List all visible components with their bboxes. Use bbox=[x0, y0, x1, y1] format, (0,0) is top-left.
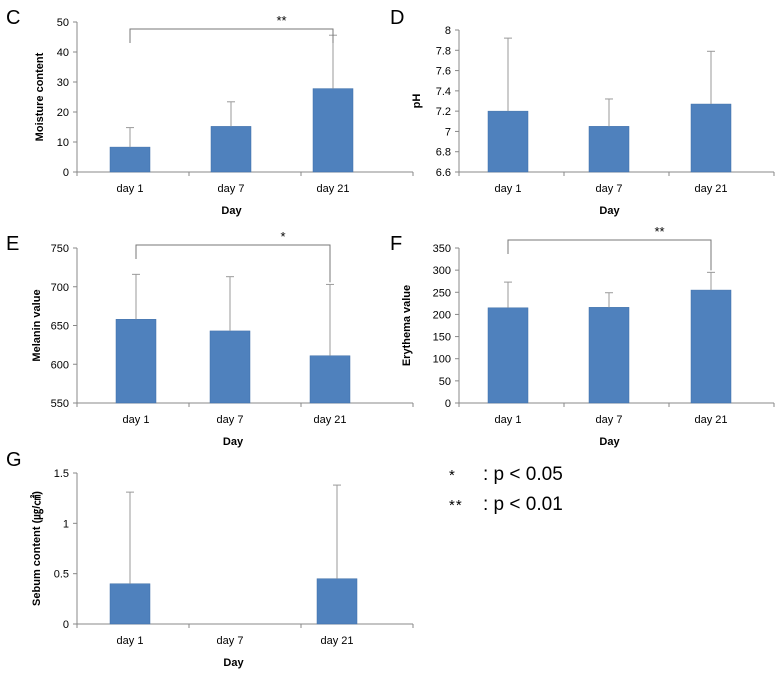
panel-f: F 0 50 100 150 200 250 300 350 day 1 day 7 day 21 Da… bbox=[390, 224, 775, 448]
bar bbox=[109, 146, 151, 173]
y-tick-label: 650 bbox=[51, 321, 69, 333]
y-tick-label: 600 bbox=[51, 359, 69, 371]
y-tick-label: 300 bbox=[433, 265, 451, 277]
panel-letter: E bbox=[6, 233, 19, 255]
x-tick-label: day 1 bbox=[495, 183, 522, 195]
x-axis-title: Day bbox=[223, 657, 244, 669]
significance-legend: * : p < 0.05 ** : p < 0.01 bbox=[449, 460, 563, 520]
legend-text: : p < 0.01 bbox=[483, 494, 563, 515]
legend-row-p001: ** : p < 0.01 bbox=[449, 490, 563, 520]
x-tick-label: day 1 bbox=[117, 635, 144, 647]
x-tick-label: day 7 bbox=[217, 635, 244, 647]
bar bbox=[316, 578, 358, 625]
panel-e: E 550 600 650 700 750 day 1 day 7 day 21 Day Melan… bbox=[6, 229, 414, 448]
y-tick-label: 7.4 bbox=[436, 86, 451, 98]
panel-d: D 6.6 6.8 7 7.2 7.4 7.6 7.8 8 day 1 day 7 day 21 Day… bbox=[390, 7, 775, 217]
panel-letter: F bbox=[390, 233, 402, 255]
significance-label: ** bbox=[276, 13, 286, 28]
y-tick-label: 150 bbox=[433, 332, 451, 344]
y-tick-label: 8 bbox=[445, 25, 451, 37]
y-tick-label: 40 bbox=[57, 47, 69, 59]
bar bbox=[309, 355, 351, 404]
x-tick-label: day 21 bbox=[694, 414, 727, 426]
x-axis-title: Day bbox=[599, 436, 620, 448]
bar bbox=[115, 319, 157, 404]
panel-g: G 0 0.5 1 1.5 day 1 day 7 day 21 Day Sebum conten… bbox=[6, 449, 414, 669]
y-tick-label: 7.6 bbox=[436, 66, 451, 78]
x-axis-title: Day bbox=[221, 205, 242, 217]
y-tick-label: 1.5 bbox=[54, 468, 69, 480]
legend-symbol: * bbox=[449, 466, 456, 484]
y-axis-title: Melanin value bbox=[31, 289, 43, 361]
y-tick-label: 7.2 bbox=[436, 106, 451, 118]
significance-label: ** bbox=[654, 224, 664, 239]
y-axis-title: Sebum content (㎍/㎠) bbox=[29, 491, 44, 606]
legend-row-p005: * : p < 0.05 bbox=[449, 460, 563, 490]
panel-letter: C bbox=[6, 7, 20, 29]
y-tick-label: 6.6 bbox=[436, 167, 451, 179]
x-tick-label: day 21 bbox=[320, 635, 353, 647]
y-tick-label: 0 bbox=[63, 619, 69, 631]
bar bbox=[109, 583, 151, 625]
bar bbox=[312, 88, 354, 173]
significance-bracket bbox=[135, 244, 331, 283]
y-axis-title: Moisture content bbox=[34, 52, 46, 141]
y-tick-label: 6.8 bbox=[436, 147, 451, 159]
y-tick-label: 7.8 bbox=[436, 45, 451, 57]
bar bbox=[209, 330, 251, 404]
y-tick-label: 0 bbox=[63, 167, 69, 179]
y-tick-label: 1 bbox=[63, 518, 69, 530]
y-tick-label: 0.5 bbox=[54, 569, 69, 581]
y-tick-label: 10 bbox=[57, 137, 69, 149]
panel-c: C 0 10 20 30 40 50 day 1 day 7 day 21 Day Moisture … bbox=[6, 7, 414, 217]
significance-bracket bbox=[129, 28, 334, 43]
bar bbox=[690, 103, 732, 173]
legend-symbol: ** bbox=[449, 496, 463, 514]
y-tick-label: 20 bbox=[57, 107, 69, 119]
y-tick-label: 250 bbox=[433, 287, 451, 299]
y-tick-label: 7 bbox=[445, 126, 451, 138]
x-tick-label: day 7 bbox=[596, 183, 623, 195]
x-tick-label: day 1 bbox=[495, 414, 522, 426]
y-tick-label: 30 bbox=[57, 77, 69, 89]
y-tick-label: 700 bbox=[51, 282, 69, 294]
x-tick-label: day 7 bbox=[596, 414, 623, 426]
y-tick-label: 50 bbox=[439, 376, 451, 388]
y-tick-label: 750 bbox=[51, 243, 69, 255]
x-axis-title: Day bbox=[599, 205, 620, 217]
bar bbox=[588, 126, 630, 173]
y-tick-label: 0 bbox=[445, 398, 451, 410]
y-tick-label: 350 bbox=[433, 243, 451, 255]
panel-letter: D bbox=[390, 7, 404, 29]
x-tick-label: day 1 bbox=[123, 414, 150, 426]
y-axis-title: Erythema value bbox=[401, 285, 413, 366]
x-tick-label: day 1 bbox=[117, 183, 144, 195]
x-tick-label: day 21 bbox=[316, 183, 349, 195]
x-tick-label: day 7 bbox=[217, 414, 244, 426]
bar bbox=[487, 307, 529, 404]
bar bbox=[588, 307, 630, 404]
bar bbox=[210, 126, 252, 173]
x-tick-label: day 7 bbox=[218, 183, 245, 195]
y-tick-label: 100 bbox=[433, 354, 451, 366]
y-tick-label: 200 bbox=[433, 309, 451, 321]
significance-bracket bbox=[507, 239, 712, 271]
panel-letter: G bbox=[6, 449, 22, 471]
y-tick-label: 50 bbox=[57, 17, 69, 29]
x-axis-title: Day bbox=[223, 436, 244, 448]
legend-text: : p < 0.05 bbox=[483, 464, 563, 485]
y-tick-label: 550 bbox=[51, 398, 69, 410]
significance-label: * bbox=[280, 229, 285, 244]
x-tick-label: day 21 bbox=[694, 183, 727, 195]
y-axis-title: pH bbox=[411, 94, 423, 109]
bar bbox=[487, 110, 529, 173]
bar bbox=[690, 289, 732, 404]
x-tick-label: day 21 bbox=[313, 414, 346, 426]
